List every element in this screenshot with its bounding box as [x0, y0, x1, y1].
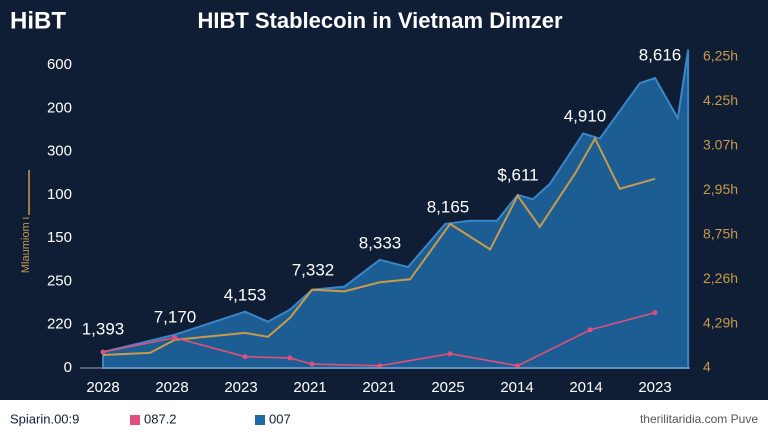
- y2-tick-label: 2,95h: [703, 181, 738, 197]
- legend-swatch: [130, 415, 140, 425]
- area: [102, 49, 690, 369]
- annotation: 1,393: [82, 319, 125, 338]
- annotation: 7,332: [292, 260, 335, 279]
- y-tick-label: 100: [47, 186, 72, 203]
- footer-bar: [0, 400, 768, 432]
- y-tick-label: 200: [47, 99, 72, 116]
- annotation: 7,170: [154, 307, 197, 326]
- x-tick-label: 2021: [293, 379, 326, 396]
- point: [100, 349, 106, 355]
- y2-tick-label: 2,26h: [703, 270, 738, 286]
- annotation: 8,333: [359, 233, 402, 252]
- x-tick-label: 2028: [86, 379, 119, 396]
- legend-swatch: [255, 415, 265, 425]
- x-tick-label: 2025: [431, 379, 464, 396]
- x-tick-label: 2028: [155, 379, 188, 396]
- legend-label: 087.2: [144, 411, 177, 426]
- annotation: 8,165: [427, 197, 470, 216]
- y2-tick-label: 4.25h: [703, 92, 738, 108]
- annotation: $,611: [497, 165, 538, 184]
- line: [102, 311, 656, 367]
- x-tick-label: 2014: [500, 379, 533, 396]
- y2-tick-label: 6,25h: [703, 48, 738, 64]
- point: [515, 363, 521, 369]
- x-tick-label: 2021: [362, 379, 395, 396]
- logo: HiBT: [10, 7, 66, 34]
- line: [102, 136, 656, 356]
- y-axis-label: Mlaumiom ι: [20, 216, 32, 273]
- point: [309, 361, 315, 367]
- point: [242, 354, 248, 360]
- annotation: 4,910: [564, 106, 607, 125]
- point: [287, 355, 293, 361]
- y-tick-label: 300: [47, 143, 72, 160]
- y2-tick-label: 4: [703, 359, 711, 375]
- footer: therilitaridia.com Puve: [640, 412, 758, 426]
- y-tick-label: 600: [47, 56, 72, 73]
- point: [652, 310, 658, 316]
- point: [172, 335, 178, 341]
- x-tick-label: 2023: [224, 379, 257, 396]
- y2-tick-label: 3.07h: [703, 137, 738, 153]
- y-tick-label: 150: [47, 229, 72, 246]
- point: [587, 327, 593, 333]
- point: [377, 363, 383, 369]
- legend-label: 007: [269, 411, 291, 426]
- y-tick-label: 0: [64, 359, 72, 376]
- y-tick-label: 220: [47, 316, 72, 333]
- x-tick-label: 2023: [638, 379, 671, 396]
- x-tick-label: 2014: [569, 379, 602, 396]
- plot: [100, 49, 690, 369]
- y-tick-label: 250: [47, 272, 72, 289]
- point: [447, 351, 453, 357]
- annotation: 8,616: [639, 45, 682, 64]
- annotation: 4,153: [224, 285, 267, 304]
- chart-title: HIBT Stablecoin in Vietnam Dimzer: [197, 8, 563, 33]
- y2-tick-label: 8,75h: [703, 225, 738, 241]
- legend-title: Spiarin.00:9: [10, 411, 79, 426]
- y2-tick-label: 4,29h: [703, 314, 738, 330]
